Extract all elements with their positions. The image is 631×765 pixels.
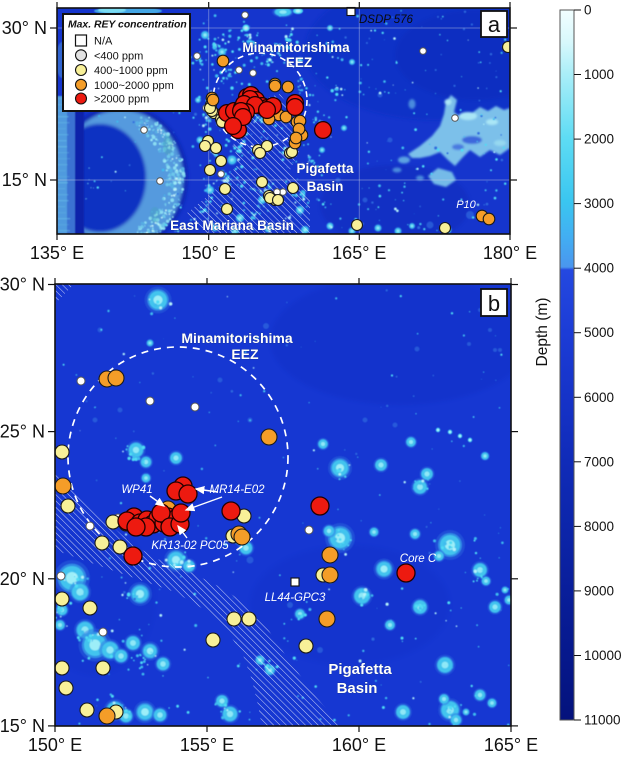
svg-text:9000: 9000 [584,583,614,598]
svg-text:Core C: Core C [400,553,437,565]
svg-text:Minamitorishima: Minamitorishima [181,330,292,346]
svg-text:30° N: 30° N [2,18,47,38]
svg-text:400~1000 ppm: 400~1000 ppm [94,65,168,77]
svg-text:1000~2000 ppm: 1000~2000 ppm [94,80,174,92]
svg-text:165° E: 165° E [332,243,386,263]
svg-text:b: b [488,291,500,316]
svg-text:30° N: 30° N [0,275,45,295]
svg-text:8000: 8000 [584,519,614,534]
svg-text:>2000 ppm: >2000 ppm [94,94,149,106]
svg-text:10000: 10000 [584,648,622,663]
svg-text:WP41: WP41 [121,484,152,496]
svg-text:0: 0 [584,3,592,18]
svg-text:165° E: 165° E [484,735,538,755]
svg-text:150° E: 150° E [182,243,236,263]
svg-text:135° E: 135° E [30,243,84,263]
svg-text:LL44-GPC3: LL44-GPC3 [265,592,326,604]
svg-text:155° E: 155° E [180,735,234,755]
svg-text:180° E: 180° E [483,243,537,263]
svg-text:P10: P10 [456,199,476,211]
svg-text:East Mariana Basin: East Mariana Basin [170,218,294,233]
svg-text:1000: 1000 [584,67,614,82]
svg-text:MR14-E02: MR14-E02 [210,484,266,496]
svg-text:6000: 6000 [584,390,614,405]
svg-text:Max. REY concentration: Max. REY concentration [68,20,187,31]
svg-text:Pigafetta: Pigafetta [328,661,392,678]
svg-text:Depth (m): Depth (m) [534,298,551,367]
svg-text:DSDP 576: DSDP 576 [359,14,414,26]
svg-text:2000: 2000 [584,132,614,147]
svg-text:20° N: 20° N [0,569,45,589]
svg-text:Pigafetta: Pigafetta [296,161,354,176]
svg-text:KR13-02 PC05: KR13-02 PC05 [151,540,229,552]
svg-text:Basin: Basin [337,680,378,697]
svg-text:25° N: 25° N [0,422,45,442]
svg-text:N/A: N/A [94,36,113,48]
svg-text:15° N: 15° N [0,716,45,736]
svg-text:Basin: Basin [307,179,344,194]
svg-text:4000: 4000 [584,261,614,276]
svg-text:3000: 3000 [584,196,614,211]
svg-text:EEZ: EEZ [231,346,259,362]
svg-text:Minamitorishima: Minamitorishima [242,40,350,55]
svg-text:15° N: 15° N [2,170,47,190]
svg-text:EEZ: EEZ [286,55,312,70]
svg-text:<400 ppm: <400 ppm [94,50,143,62]
svg-text:5000: 5000 [584,325,614,340]
svg-text:160° E: 160° E [332,735,386,755]
svg-text:11000: 11000 [584,713,621,728]
svg-text:a: a [488,12,501,37]
svg-text:7000: 7000 [584,454,614,469]
svg-text:150° E: 150° E [28,735,82,755]
